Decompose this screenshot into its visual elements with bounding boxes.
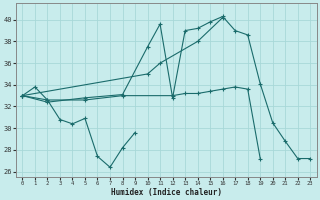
X-axis label: Humidex (Indice chaleur): Humidex (Indice chaleur) bbox=[111, 188, 222, 197]
